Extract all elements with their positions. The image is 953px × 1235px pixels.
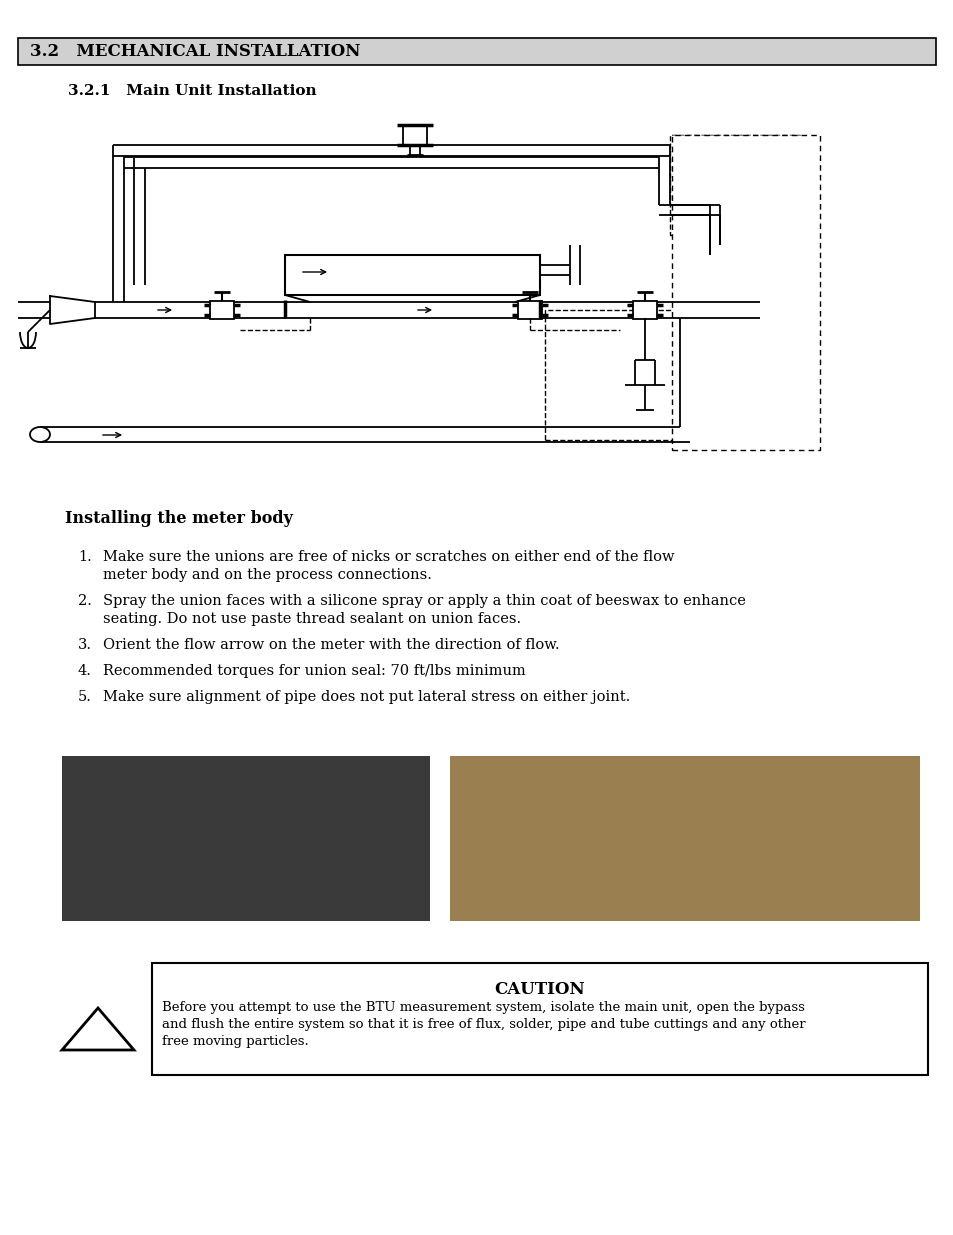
Text: free moving particles.: free moving particles.	[162, 1035, 309, 1049]
Text: 5.: 5.	[78, 690, 91, 704]
Text: meter body and on the process connections.: meter body and on the process connection…	[103, 568, 432, 582]
Text: Recommended torques for union seal: 70 ft/lbs minimum: Recommended torques for union seal: 70 f…	[103, 664, 525, 678]
Text: seating. Do not use paste thread sealant on union faces.: seating. Do not use paste thread sealant…	[103, 613, 520, 626]
Text: 2.: 2.	[78, 594, 91, 608]
Polygon shape	[50, 296, 95, 324]
Bar	[402, 125, 427, 144]
Bar	[544, 310, 760, 440]
Bar	[152, 963, 927, 1074]
Bar	[517, 301, 541, 319]
Text: Make sure the unions are free of nicks or scratches on either end of the flow: Make sure the unions are free of nicks o…	[103, 550, 674, 564]
Text: 3.2   MECHANICAL INSTALLATION: 3.2 MECHANICAL INSTALLATION	[30, 43, 360, 61]
Text: 3.: 3.	[78, 638, 91, 652]
Text: 4.: 4.	[78, 664, 91, 678]
Bar	[62, 756, 430, 921]
Bar	[450, 756, 919, 921]
Text: Spray the union faces with a silicone spray or apply a thin coat of beeswax to e: Spray the union faces with a silicone sp…	[103, 594, 745, 608]
Text: Before you attempt to use the BTU measurement system, isolate the main unit, ope: Before you attempt to use the BTU measur…	[162, 1002, 804, 1014]
Bar	[669, 135, 800, 235]
Text: Make sure alignment of pipe does not put lateral stress on either joint.: Make sure alignment of pipe does not put…	[103, 690, 630, 704]
Text: Installing the meter body: Installing the meter body	[65, 510, 293, 527]
Bar	[671, 135, 820, 450]
Text: 3.2.1   Main Unit Installation: 3.2.1 Main Unit Installation	[68, 84, 316, 98]
Bar	[633, 301, 657, 319]
Text: CAUTION: CAUTION	[495, 981, 585, 998]
Bar	[18, 38, 935, 65]
Bar	[285, 254, 539, 295]
Text: 1.: 1.	[78, 550, 91, 564]
Bar	[210, 301, 233, 319]
Text: and flush the entire system so that it is free of flux, solder, pipe and tube cu: and flush the entire system so that it i…	[162, 1018, 804, 1031]
Ellipse shape	[30, 427, 50, 442]
Text: Orient the flow arrow on the meter with the direction of flow.: Orient the flow arrow on the meter with …	[103, 638, 559, 652]
